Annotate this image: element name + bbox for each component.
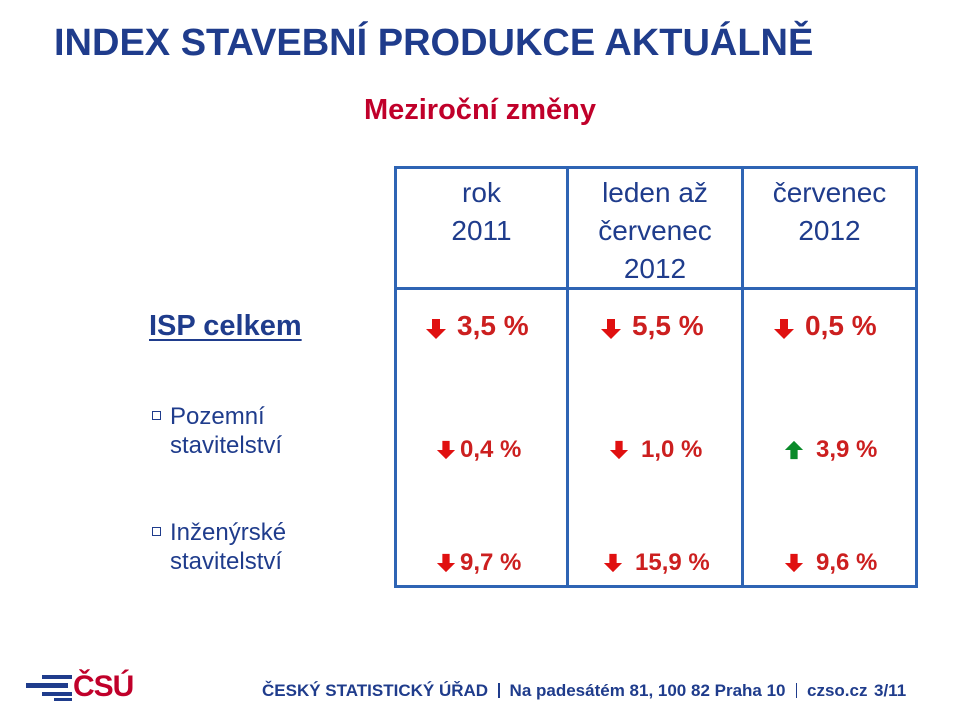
up-arrow-icon bbox=[784, 439, 806, 461]
down-arrow-icon bbox=[436, 552, 458, 574]
slide-subtitle: Meziroční změny bbox=[363, 94, 597, 126]
row-label-isp-celkem: ISP celkem bbox=[149, 310, 302, 342]
value-cell: 0,5 % bbox=[773, 310, 877, 342]
footer-org: ČESKÝ STATISTICKÝ ÚŘAD bbox=[262, 681, 489, 700]
footer-web-link[interactable]: czso.cz bbox=[807, 681, 868, 700]
column-header-jul-2012: červenec 2012 bbox=[772, 177, 887, 246]
down-arrow-icon bbox=[436, 439, 458, 461]
table-divider-vertical bbox=[566, 166, 569, 588]
value-cell: 9,6 % bbox=[784, 549, 877, 577]
footer-address: Na padesátém 81, 100 82 Praha 10 bbox=[509, 681, 786, 700]
square-bullet-icon bbox=[152, 411, 161, 420]
slide-title: INDEX STAVEBNÍ PRODUKCE AKTUÁLNĚ bbox=[54, 22, 814, 64]
down-arrow-icon bbox=[609, 439, 631, 461]
value-cell: 15,9 % bbox=[603, 549, 710, 577]
down-arrow-icon bbox=[603, 552, 625, 574]
table-divider-horizontal bbox=[394, 287, 918, 290]
table-frame bbox=[394, 166, 918, 588]
value-cell: 1,0 % bbox=[609, 436, 702, 464]
down-arrow-icon bbox=[425, 315, 447, 339]
page-number: 3/11 bbox=[874, 681, 907, 700]
column-header-jan-jul-2012: leden až červenec 2012 bbox=[598, 177, 712, 284]
down-arrow-icon bbox=[773, 315, 795, 339]
down-arrow-icon bbox=[784, 552, 806, 574]
value-cell: 3,9 % bbox=[784, 436, 877, 464]
table-divider-vertical bbox=[741, 166, 744, 588]
row-label-inzenyrske: Inženýrské stavitelství bbox=[152, 518, 286, 576]
square-bullet-icon bbox=[152, 527, 161, 536]
value-cell: 3,5 % bbox=[425, 310, 529, 342]
down-arrow-icon bbox=[600, 315, 622, 339]
csu-logo-lines bbox=[26, 675, 72, 701]
value-cell: 0,4 % bbox=[436, 436, 521, 464]
column-header-year-2011: rok 2011 bbox=[451, 177, 512, 246]
csu-logo-text: ČSÚ bbox=[73, 670, 134, 703]
value-cell: 5,5 % bbox=[600, 310, 704, 342]
footer-info: ČESKÝ STATISTICKÝ ÚŘAD Na padesátém 81, 1… bbox=[262, 681, 867, 701]
value-cell: 9,7 % bbox=[436, 549, 521, 577]
row-label-pozemni: Pozemní stavitelství bbox=[152, 402, 282, 460]
